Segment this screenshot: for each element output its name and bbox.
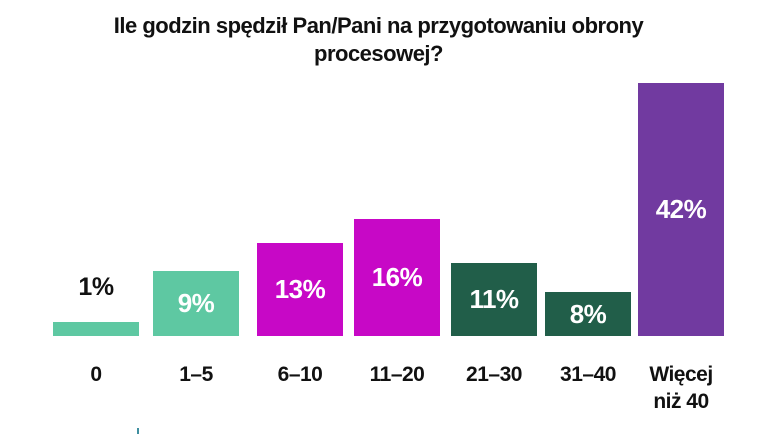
bar-0: 1%: [53, 273, 139, 336]
value-label-3: 16%: [371, 262, 423, 292]
x-label-1: 1–5: [179, 363, 213, 386]
chart-title-line2: procesowej?: [314, 41, 443, 67]
value-label-5: 8%: [569, 298, 607, 329]
bar-4: 11%: [451, 263, 537, 336]
value-label-6: 42%: [655, 194, 707, 224]
value-label-2: 13%: [274, 274, 326, 304]
chart-title-line1: Ile godzin spędził Pan/Pani na przygotow…: [113, 13, 644, 38]
bar-1: 9%: [153, 271, 239, 336]
value-label-4: 11%: [469, 284, 519, 314]
bar-5: 8%: [545, 292, 631, 336]
x-label-0: 0: [90, 363, 102, 386]
value-label-1: 9%: [177, 288, 215, 318]
watermark-fragment: [137, 428, 139, 434]
x-label-5: 31–40: [560, 363, 616, 386]
chart-title: Ile godzin spędził Pan/Pani na przygotow…: [0, 12, 757, 68]
x-label-4: 21–30: [466, 363, 522, 386]
bar-6: 42%: [638, 83, 724, 336]
bar-3: 16%: [354, 219, 440, 336]
x-label-2: 6–10: [277, 363, 323, 386]
value-label-0: 1%: [78, 273, 114, 301]
x-label-3: 11–20: [369, 363, 425, 386]
x-label-6: Więcej niż 40: [649, 363, 713, 413]
bar-2: 13%: [257, 243, 343, 336]
